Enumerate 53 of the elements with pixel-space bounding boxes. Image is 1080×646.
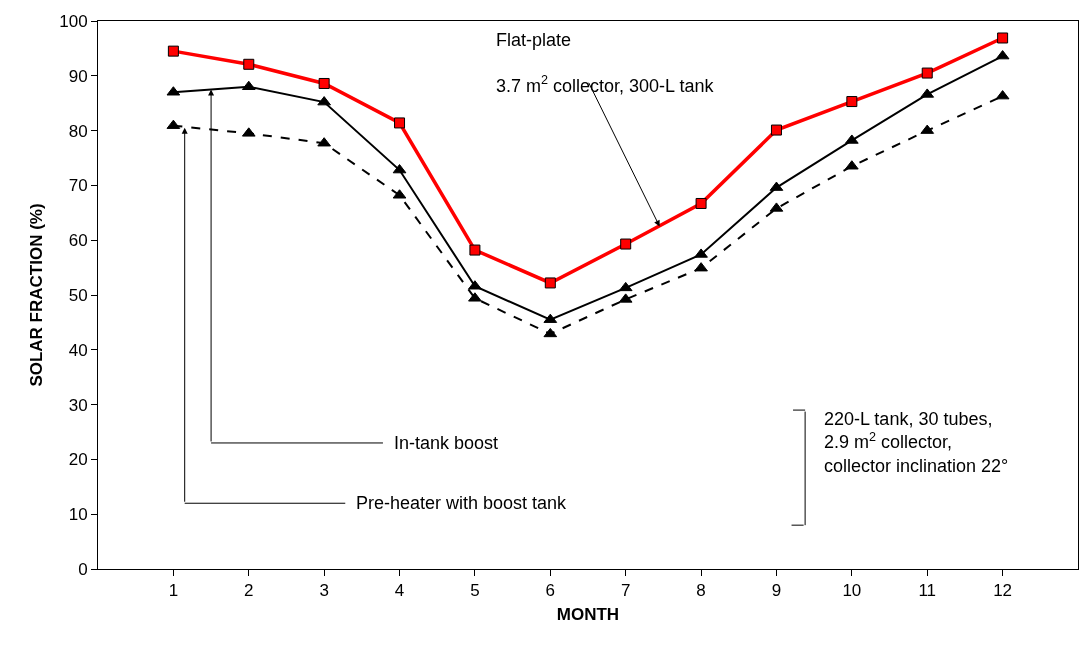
y-tick-label: 40 [68, 340, 88, 360]
x-tick-label: 8 [696, 581, 706, 601]
y-tick-label: 10 [68, 505, 88, 525]
annotation: Flat-plate [496, 30, 572, 50]
point [468, 292, 482, 302]
y-tick-label: 0 [78, 559, 88, 579]
x-axis-title: MONTH [556, 604, 620, 624]
y-axis-title: SOLAR FRACTION (%) [26, 203, 46, 387]
y-tick-label: 60 [68, 231, 88, 251]
point [921, 67, 933, 79]
x-tick-label: 2 [244, 581, 254, 601]
x-tick-label: 9 [771, 581, 782, 601]
point [845, 160, 859, 170]
y-tick-label: 20 [68, 450, 88, 470]
x-tick-label: 6 [545, 581, 556, 601]
point [695, 197, 707, 209]
point [394, 117, 406, 129]
point [543, 327, 558, 338]
y-tick-label: 30 [68, 395, 88, 415]
point [845, 134, 859, 144]
point [694, 262, 708, 272]
point [620, 238, 632, 250]
point [846, 96, 858, 108]
x-tick-label: 11 [918, 581, 937, 601]
point [469, 244, 481, 256]
x-tick-label: 1 [168, 581, 179, 601]
point [241, 80, 256, 91]
point [317, 137, 331, 147]
point [318, 77, 330, 89]
x-tick-label: 5 [470, 581, 480, 601]
x-tick-label: 10 [842, 581, 862, 601]
y-tick-label: 80 [68, 121, 88, 141]
annotation: 3.7 m$^{2}$ collector, 300-L tank [496, 73, 715, 96]
annotation: Pre-heater with boost tank [356, 493, 568, 513]
point [544, 277, 556, 289]
x-tick-label: 3 [319, 581, 329, 601]
annotation: 220-L tank, 30 tubes, 2.9 m$^{2}$ collector, collector inclination 22° [824, 409, 1009, 476]
x-tick-label: 12 [993, 581, 1013, 601]
x-tick-label: 4 [394, 581, 405, 601]
point [167, 45, 179, 57]
x-tick-label: 7 [620, 581, 631, 601]
y-tick-label: 50 [68, 285, 88, 305]
point [243, 58, 255, 70]
point [997, 32, 1009, 44]
point [468, 280, 482, 290]
point [694, 248, 708, 258]
point [618, 281, 633, 292]
annotation: In-tank boost [394, 433, 499, 453]
y-tick-label: 90 [68, 66, 88, 86]
y-tick-label: 70 [68, 176, 88, 196]
y-tick-label: 100 [59, 11, 88, 31]
point [317, 96, 331, 106]
point [770, 124, 782, 136]
